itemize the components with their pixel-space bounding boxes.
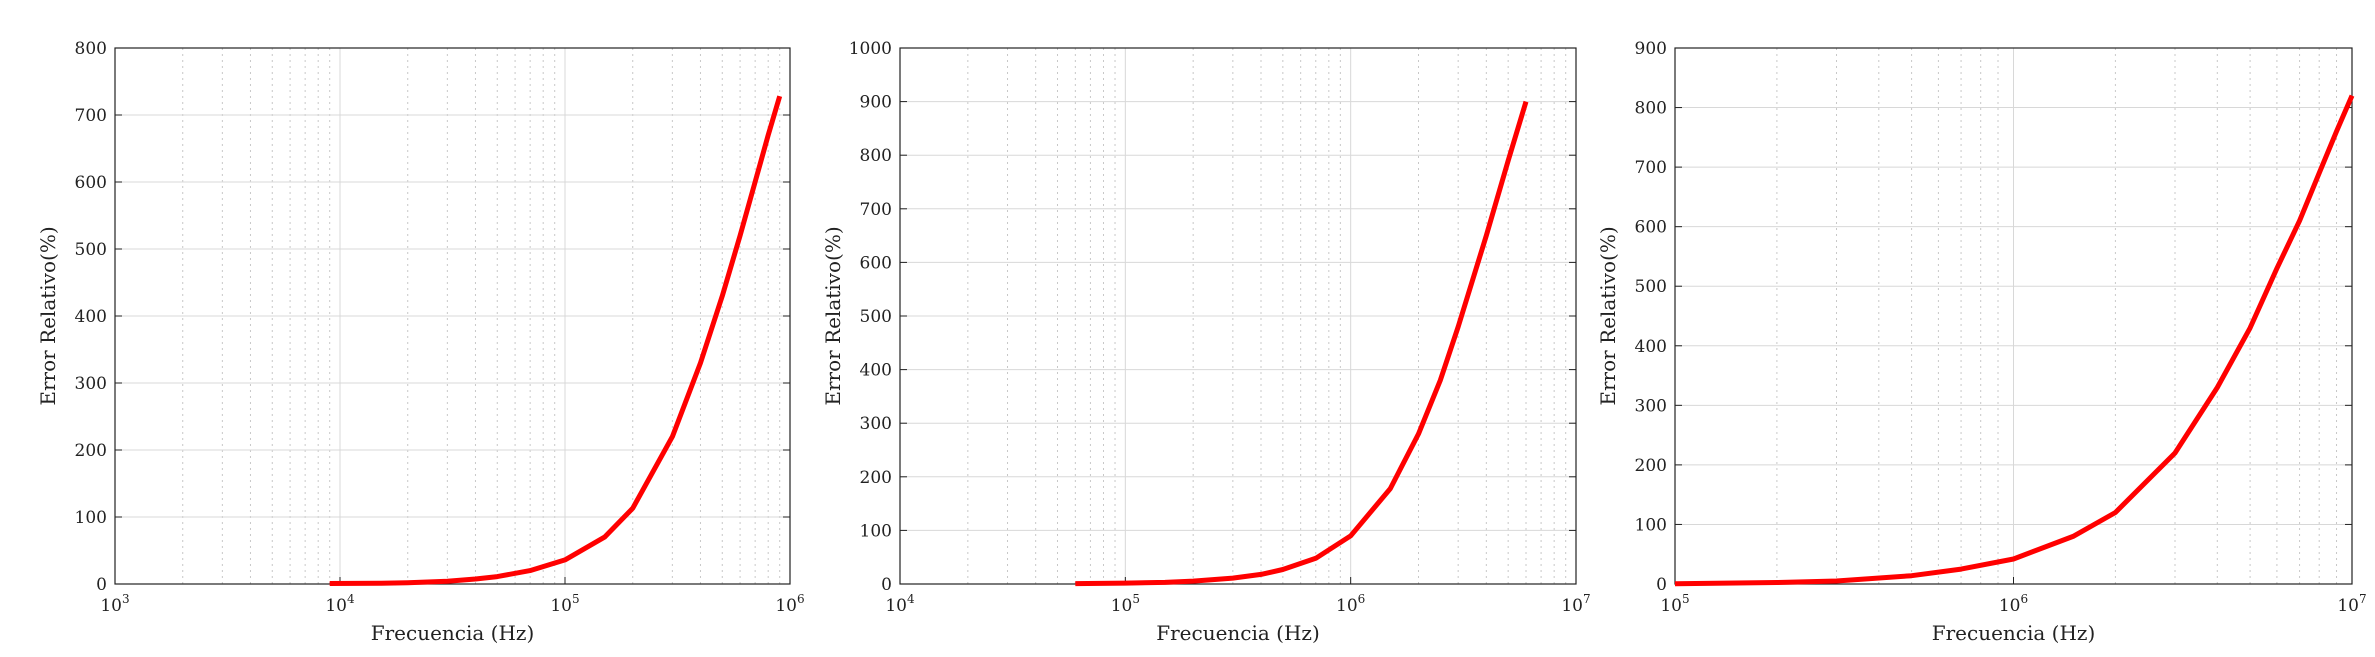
y-tick-label: 100 xyxy=(860,521,892,541)
y-tick-label: 200 xyxy=(75,441,107,461)
x-tick-label: 105 xyxy=(1660,592,1689,616)
y-tick-label: 300 xyxy=(1635,396,1667,416)
y-tick-label: 100 xyxy=(1635,515,1667,535)
plot-frame xyxy=(899,47,1577,585)
y-tick-label: 200 xyxy=(860,468,892,488)
y-tick-label: 400 xyxy=(1635,337,1667,357)
y-tick-label: 800 xyxy=(860,146,892,166)
series-line xyxy=(1674,94,2355,587)
x-tick-label: 103 xyxy=(100,592,129,616)
y-tick-label: 800 xyxy=(1635,99,1667,119)
y-axis-label: Error Relativo(%) xyxy=(1596,226,1620,405)
y-tick-label: 0 xyxy=(96,575,107,595)
y-tick-label: 900 xyxy=(860,93,892,113)
y-tick-label: 0 xyxy=(881,575,892,595)
plot-frame xyxy=(1674,47,2353,585)
y-tick-label: 0 xyxy=(1656,575,1667,595)
x-axis-label: Frecuencia (Hz) xyxy=(1932,621,2096,645)
x-tick-label: 105 xyxy=(1111,592,1140,616)
y-axis-label: Error Relativo(%) xyxy=(821,226,845,405)
y-tick-label: 300 xyxy=(860,414,892,434)
x-axis-label: Frecuencia (Hz) xyxy=(1156,621,1320,645)
x-tick-label: 104 xyxy=(885,592,915,616)
grid xyxy=(114,47,791,585)
y-tick-label: 100 xyxy=(75,508,107,528)
chart-panel-2: 104 105 106 107 0 100 200 300 400 500 600 700 800 900… xyxy=(821,39,1591,645)
y-tick-label: 400 xyxy=(860,361,892,381)
y-tick-label: 500 xyxy=(1635,277,1667,297)
y-tick-label: 700 xyxy=(860,200,892,220)
x-tick-label: 106 xyxy=(775,592,804,616)
y-tick-label: 500 xyxy=(75,240,107,260)
y-tick-label: 300 xyxy=(75,374,107,394)
y-tick-label: 700 xyxy=(1635,158,1667,178)
y-tick-label: 200 xyxy=(1635,456,1667,476)
y-tick-label: 700 xyxy=(75,106,107,126)
grid xyxy=(1674,47,2353,585)
y-tick-label: 500 xyxy=(860,307,892,327)
y-tick-label: 400 xyxy=(75,307,107,327)
y-tick-label: 1000 xyxy=(849,39,892,59)
y-tick-label: 600 xyxy=(75,173,107,193)
x-tick-label: 104 xyxy=(325,592,355,616)
plot-frame xyxy=(114,47,791,585)
x-tick-label: 106 xyxy=(1999,592,2028,616)
x-tick-label: 107 xyxy=(2337,592,2366,616)
y-axis-label: Error Relativo(%) xyxy=(36,226,60,405)
chart-panel-3: 105 106 107 0 100 200 300 400 500 600 700 800 900 Fre… xyxy=(1596,39,2367,645)
x-axis-label: Frecuencia (Hz) xyxy=(371,621,535,645)
series-line xyxy=(1075,100,1529,587)
y-tick-label: 600 xyxy=(860,253,892,273)
series-line xyxy=(329,95,783,586)
x-tick-label: 106 xyxy=(1336,592,1365,616)
y-tick-label: 600 xyxy=(1635,218,1667,238)
grid xyxy=(899,47,1577,585)
chart-panel-1: 103 104 105 106 0 100 200 300 400 500 600 700 800 Fre… xyxy=(36,39,805,645)
y-tick-label: 800 xyxy=(75,39,107,59)
x-tick-label: 107 xyxy=(1561,592,1590,616)
y-tick-label: 900 xyxy=(1635,39,1667,59)
x-tick-label: 105 xyxy=(550,592,579,616)
